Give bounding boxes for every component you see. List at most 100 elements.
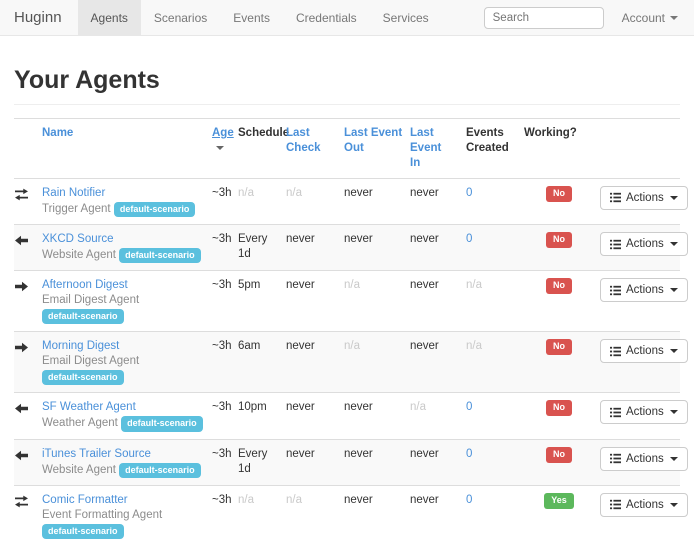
events-created-link[interactable]: 0 (466, 233, 473, 245)
main-content: Your Agents Name Age Schedule Last Check Last… (0, 66, 694, 546)
navbar: Huginn Agents Scenarios Events Credentials S… (0, 0, 694, 36)
working-status-badge[interactable]: No (546, 339, 572, 356)
agent-row: iTunes Trailer Source Website Agent defau… (14, 439, 688, 486)
actions-button[interactable]: Actions (600, 492, 688, 517)
agent-row: Afternoon Digest Email Digest Agent defau… (14, 270, 688, 333)
agent-row: XKCD Source Website Agent default-scenari… (14, 224, 688, 272)
cell-value: n/a (286, 186, 302, 199)
list-icon (610, 285, 621, 296)
actions-button[interactable]: Actions (600, 278, 688, 303)
scenario-badge[interactable]: default-scenario (42, 370, 124, 386)
agent-name-link[interactable]: SF Weather Agent (42, 401, 136, 414)
events-created-link[interactable]: 0 (466, 447, 473, 460)
agent-name-link[interactable]: iTunes Trailer Source (42, 447, 151, 460)
caret-down-icon (669, 242, 678, 246)
caret-down-icon (669, 195, 678, 200)
working-status-badge[interactable]: Yes (544, 492, 574, 509)
agent-type-label: Trigger Agent (42, 202, 111, 215)
exchange-icon (15, 188, 28, 206)
column-header-working: Working? (524, 118, 600, 179)
nav-item-events[interactable]: Events (233, 10, 270, 25)
arrow-right-icon (15, 341, 28, 359)
cell-value: n/a (410, 401, 426, 414)
cell-value: never (344, 401, 373, 414)
cell-value: never (410, 340, 439, 353)
list-icon (610, 499, 621, 510)
agent-name-link[interactable]: Comic Formatter (42, 493, 128, 506)
cell-value: never (344, 186, 373, 199)
table-body: Rain Notifier Trigger Agent default-scena… (14, 178, 688, 546)
working-status-badge[interactable]: No (546, 232, 572, 248)
cell-value: never (344, 447, 373, 460)
actions-button-label: Actions (626, 406, 664, 419)
actions-button-label: Actions (626, 345, 664, 358)
agent-age: ~3h (212, 186, 232, 199)
cell-value: n/a (344, 279, 360, 292)
cell-value: never (410, 493, 439, 506)
cell-value: n/a (238, 186, 254, 199)
working-status-badge[interactable]: No (546, 446, 572, 463)
actions-button[interactable]: Actions (600, 339, 688, 364)
cell-value: n/a (466, 340, 482, 353)
scenario-badge[interactable]: default-scenario (113, 201, 196, 217)
actions-button[interactable]: Actions (600, 446, 688, 471)
sort-desc-caret-icon (216, 145, 224, 150)
agent-name-link[interactable]: Rain Notifier (42, 186, 106, 199)
events-created-link[interactable]: 0 (466, 401, 473, 414)
caret-down-icon (669, 502, 678, 507)
cell-value: 5pm (238, 279, 261, 292)
agent-name-link[interactable]: Afternoon Digest (42, 279, 128, 292)
cell-value: never (410, 186, 439, 199)
scenario-badge[interactable]: default-scenario (119, 247, 201, 264)
agent-type-label: Email Digest Agent (42, 355, 140, 368)
cell-value: n/a (238, 493, 254, 506)
agent-age: ~3h (212, 401, 232, 414)
brand-logo[interactable]: Huginn (14, 9, 62, 26)
column-header-name[interactable]: Name (42, 118, 212, 179)
column-header-last_event_in[interactable]: Last Event In (410, 118, 466, 179)
agent-name-link[interactable]: Morning Digest (42, 340, 120, 353)
scenario-badge[interactable]: default-scenario (42, 523, 124, 539)
working-status-badge[interactable]: No (546, 400, 572, 417)
column-header-schedule: Schedule (238, 118, 289, 179)
cell-value: never (286, 447, 315, 460)
agent-name-link[interactable]: XKCD Source (42, 233, 114, 245)
working-status-badge[interactable]: No (546, 185, 572, 202)
actions-button-label: Actions (626, 498, 664, 511)
actions-button[interactable]: Actions (600, 400, 688, 425)
nav-item-services[interactable]: Services (382, 10, 429, 25)
working-status-badge[interactable]: No (546, 278, 572, 295)
column-header-events_created: Events Created (466, 118, 524, 179)
nav-item-credentials[interactable]: Credentials (295, 10, 357, 25)
cell-value: never (410, 447, 439, 460)
scenario-badge[interactable]: default-scenario (121, 416, 203, 432)
nav-item-scenarios[interactable]: Scenarios (153, 10, 208, 25)
title-divider (14, 104, 680, 105)
column-header-last_event_out[interactable]: Last Event Out (344, 118, 410, 179)
cell-value: never (286, 401, 315, 414)
caret-down-icon (669, 456, 678, 461)
column-header-last_check[interactable]: Last Check (286, 118, 344, 179)
cell-value: Every 1d (238, 447, 268, 475)
caret-down-icon (670, 15, 678, 20)
agent-type-label: Weather Agent (42, 417, 118, 430)
nav-items: Agents Scenarios Events Credentials Services (77, 0, 442, 35)
events-created-link[interactable]: 0 (466, 493, 473, 506)
agent-row: Morning Digest Email Digest Agent default… (14, 331, 688, 394)
column-header-age[interactable]: Age (212, 118, 238, 179)
cell-value: never (410, 233, 439, 245)
column-header-actions (600, 118, 680, 179)
cell-value: n/a (344, 340, 360, 353)
actions-button-label: Actions (626, 284, 664, 297)
agent-type-label: Website Agent (42, 463, 116, 476)
actions-button[interactable]: Actions (600, 232, 688, 256)
events-created-link[interactable]: 0 (466, 186, 473, 199)
actions-button[interactable]: Actions (600, 185, 688, 210)
arrow-left-icon (15, 402, 28, 420)
nav-item-agents[interactable]: Agents (77, 0, 141, 35)
search-input[interactable] (483, 6, 604, 29)
actions-button-label: Actions (626, 238, 664, 250)
account-menu[interactable]: Account (604, 0, 694, 35)
scenario-badge[interactable]: default-scenario (42, 309, 124, 325)
scenario-badge[interactable]: default-scenario (119, 462, 201, 478)
